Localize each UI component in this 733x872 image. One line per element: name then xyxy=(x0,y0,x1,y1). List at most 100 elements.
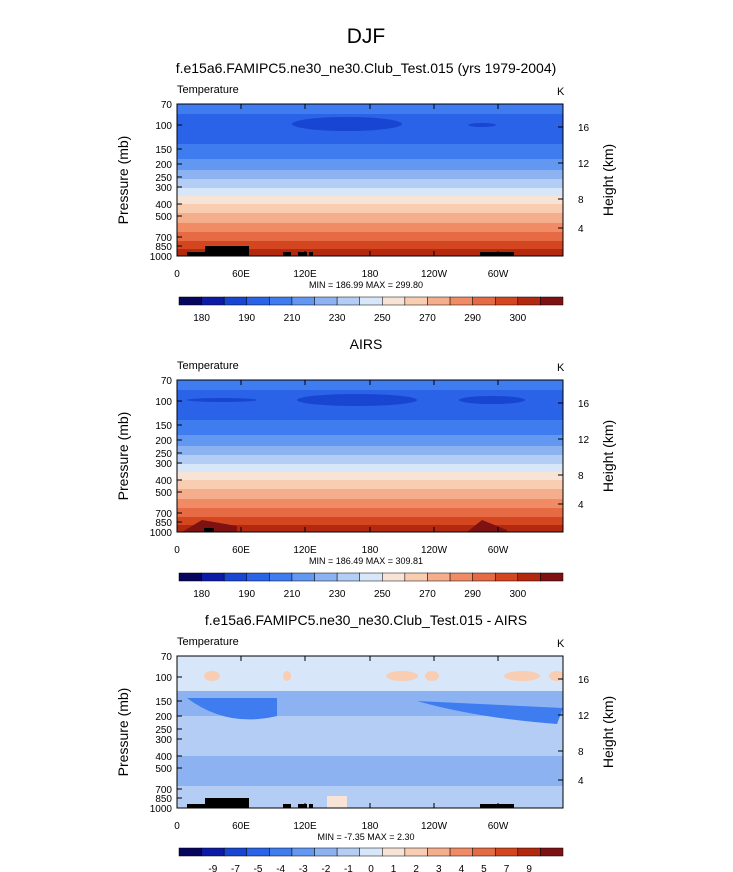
y-tick-label: 700 xyxy=(155,233,172,244)
y-tick-label: 1000 xyxy=(150,252,173,263)
colorbar-swatch xyxy=(246,296,270,306)
right-tick-label: 12 xyxy=(578,711,590,722)
x-tick-label: 60W xyxy=(488,269,509,280)
right-tick-label: 4 xyxy=(578,224,584,235)
right-tick-label: 16 xyxy=(578,123,590,134)
colorbar-swatch xyxy=(246,847,270,857)
y-tick-label: 200 xyxy=(155,436,172,447)
warm-anomaly-region xyxy=(386,671,418,681)
contour-band xyxy=(177,159,563,170)
colorbar-label: 230 xyxy=(329,589,346,600)
terrain-mask xyxy=(204,528,214,532)
y-tick-label: 200 xyxy=(155,712,172,723)
x-tick-label: 60E xyxy=(232,821,250,832)
x-tick-label: 180 xyxy=(362,545,379,556)
y-tick-label: 500 xyxy=(155,212,172,223)
colorbar-label: 250 xyxy=(374,313,391,324)
right-tick-label: 4 xyxy=(578,776,584,787)
y-tick-label: 200 xyxy=(155,160,172,171)
contour-band xyxy=(177,446,563,455)
colorbar-swatch xyxy=(517,572,541,582)
y-tick-label: 1000 xyxy=(150,804,173,815)
contour-band xyxy=(177,435,563,446)
colorbar-swatch xyxy=(336,572,360,582)
colorbar-label: 180 xyxy=(193,589,210,600)
warm-anomaly-region xyxy=(204,671,220,681)
colorbar-swatch xyxy=(314,572,338,582)
colorbar-label: 210 xyxy=(284,313,301,324)
y-tick-label: 400 xyxy=(155,752,172,763)
colorbar-swatch xyxy=(359,847,383,857)
colorbar-label: 250 xyxy=(374,589,391,600)
y-tick-label: 400 xyxy=(155,476,172,487)
x-tick-label: 0 xyxy=(174,269,180,280)
y-tick-label: 850 xyxy=(155,242,172,253)
contour-band xyxy=(177,179,563,188)
x-tick-label: 0 xyxy=(174,821,180,832)
colorbar-swatch xyxy=(382,572,406,582)
y-axis-label: Pressure (mb) xyxy=(115,412,131,501)
x-tick-label: 120E xyxy=(293,545,317,556)
y-tick-label: 250 xyxy=(155,725,172,736)
colorbar-label: 290 xyxy=(464,313,481,324)
colorbar-label: 9 xyxy=(526,864,532,872)
terrain-mask xyxy=(480,252,514,256)
terrain-mask xyxy=(309,252,313,256)
colorbar-swatch xyxy=(178,572,202,582)
y-tick-label: 300 xyxy=(155,735,172,746)
y-tick-label: 500 xyxy=(155,488,172,499)
colorbar-swatch xyxy=(540,572,564,582)
colorbar-swatch xyxy=(404,296,428,306)
y-tick-label: 500 xyxy=(155,764,172,775)
warm-anomaly-region xyxy=(549,671,563,681)
colorbar-label: 290 xyxy=(464,589,481,600)
colorbar-swatch xyxy=(269,572,293,582)
warm-surface-region xyxy=(467,520,507,532)
colorbar-swatch xyxy=(517,847,541,857)
colorbar-label: -7 xyxy=(231,864,240,872)
colorbar-label: -4 xyxy=(276,864,285,872)
chart-panel-3: f.e15a6.FAMIPC5.ne30_ne30.Club_Test.015 … xyxy=(115,612,616,872)
y-axis-label: Pressure (mb) xyxy=(115,688,131,777)
panel-title: f.e15a6.FAMIPC5.ne30_ne30.Club_Test.015 … xyxy=(176,60,557,76)
terrain-mask xyxy=(480,804,514,808)
y-tick-label: 150 xyxy=(155,145,172,156)
colorbar-swatch xyxy=(427,847,451,857)
y-tick-label: 1000 xyxy=(150,528,173,539)
x-tick-label: 0 xyxy=(174,545,180,556)
colorbar-swatch xyxy=(269,296,293,306)
colorbar-swatch xyxy=(540,296,564,306)
colorbar-swatch xyxy=(472,847,496,857)
colorbar-swatch xyxy=(382,847,406,857)
x-tick-label: 120W xyxy=(421,821,448,832)
y-tick-label: 100 xyxy=(155,673,172,684)
right-tick-label: 8 xyxy=(578,471,584,482)
colorbar-label: 2 xyxy=(413,864,419,872)
left-string: Temperature xyxy=(177,84,239,96)
y-tick-label: 150 xyxy=(155,421,172,432)
chart-panel-1: f.e15a6.FAMIPC5.ne30_ne30.Club_Test.015 … xyxy=(115,60,616,324)
colorbar-label: 180 xyxy=(193,313,210,324)
warm-anomaly-region xyxy=(504,671,540,681)
colorbar-label: 300 xyxy=(509,313,526,324)
colorbar-swatch xyxy=(291,296,315,306)
y-tick-label: 300 xyxy=(155,183,172,194)
contour-band xyxy=(177,420,563,435)
terrain-mask xyxy=(309,804,313,808)
colorbar-swatch xyxy=(178,847,202,857)
contour-band xyxy=(177,223,563,232)
colorbar-swatch xyxy=(291,572,315,582)
colorbar-label: -2 xyxy=(321,864,330,872)
colorbar-label: 210 xyxy=(284,589,301,600)
contour-band xyxy=(177,204,563,213)
x-tick-label: 60W xyxy=(488,545,509,556)
colorbar-label: 0 xyxy=(368,864,374,872)
contour-field xyxy=(177,380,563,532)
contour-band xyxy=(177,489,563,499)
min-max-stats: MIN = -7.35 MAX = 2.30 xyxy=(317,832,414,842)
colorbar-swatch xyxy=(314,847,338,857)
x-tick-label: 180 xyxy=(362,269,379,280)
y-tick-label: 70 xyxy=(161,652,173,663)
y-tick-label: 100 xyxy=(155,397,172,408)
contour-band xyxy=(177,213,563,223)
